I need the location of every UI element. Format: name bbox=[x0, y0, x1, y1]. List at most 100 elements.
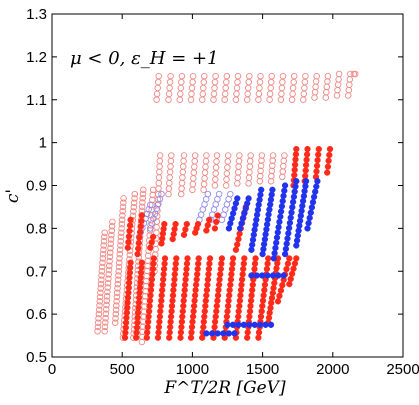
data-point-filled-blue bbox=[293, 178, 300, 185]
data-point-filled-red bbox=[325, 157, 332, 164]
data-point-open-red bbox=[267, 84, 274, 92]
data-point-open-red bbox=[95, 306, 103, 314]
data-point-filled-red bbox=[145, 318, 152, 325]
data-point-filled-red bbox=[149, 271, 156, 278]
data-point-open-red bbox=[201, 169, 209, 176]
data-point-filled-red bbox=[167, 323, 174, 331]
data-point-open-red bbox=[147, 211, 155, 219]
data-point-filled-red bbox=[188, 329, 195, 336]
data-point-filled-red bbox=[314, 157, 321, 164]
x-axis-label: F^T/2R [GeV] bbox=[163, 378, 286, 398]
data-point-open-red bbox=[344, 92, 352, 99]
data-point-open-red bbox=[198, 96, 206, 103]
data-point-filled-red bbox=[261, 286, 268, 294]
data-point-open-red bbox=[105, 275, 112, 283]
data-point-filled-red bbox=[127, 216, 134, 223]
data-point-filled-red bbox=[247, 302, 254, 310]
data-point-open-red bbox=[223, 72, 231, 80]
data-point-open-red bbox=[334, 86, 341, 94]
data-point-filled-red bbox=[168, 308, 175, 315]
data-point-open-red bbox=[234, 174, 241, 182]
data-point-open-red bbox=[155, 185, 162, 192]
data-point-filled-red bbox=[190, 308, 197, 315]
data-point-filled-red bbox=[148, 276, 156, 283]
data-point-filled-blue bbox=[225, 330, 233, 337]
data-point-open-red bbox=[323, 88, 330, 96]
data-point-filled-red bbox=[290, 265, 297, 272]
data-point-filled-red bbox=[127, 259, 134, 266]
x-tick-label: 2000 bbox=[316, 361, 349, 378]
data-point-open-red bbox=[106, 249, 114, 256]
data-point-open-red bbox=[112, 310, 120, 318]
data-point-filled-red bbox=[259, 302, 266, 310]
data-point-filled-red bbox=[204, 281, 211, 288]
data-point-filled-red bbox=[223, 313, 231, 320]
data-point-filled-red bbox=[168, 302, 176, 310]
data-point-filled-red bbox=[150, 255, 157, 262]
data-point-filled-red bbox=[206, 216, 213, 223]
y-tick-label: 0.8 bbox=[26, 220, 47, 237]
data-point-open-red bbox=[112, 306, 120, 314]
data-point-filled-red bbox=[161, 255, 169, 262]
data-point-open-red bbox=[118, 225, 125, 232]
data-point-filled-red bbox=[182, 226, 189, 233]
data-point-filled-red bbox=[324, 169, 331, 176]
data-point-open-red bbox=[106, 258, 113, 265]
data-point-open-red bbox=[211, 182, 219, 189]
data-point-open-red bbox=[156, 152, 164, 159]
data-point-filled-red bbox=[138, 259, 146, 266]
data-point-filled-red bbox=[166, 334, 173, 341]
data-point-filled-blue bbox=[281, 250, 289, 258]
data-point-filled-red bbox=[171, 271, 178, 278]
data-point-open-red bbox=[277, 96, 285, 103]
data-point-filled-red bbox=[156, 313, 164, 320]
data-point-open-red bbox=[139, 190, 147, 198]
data-point-filled-red bbox=[315, 145, 322, 153]
data-point-filled-red bbox=[167, 318, 174, 325]
data-point-open-red bbox=[120, 195, 127, 202]
data-point-open-red bbox=[190, 175, 197, 182]
data-point-filled-red bbox=[277, 287, 285, 294]
data-point-filled-red bbox=[292, 151, 300, 158]
data-point-filled-blue bbox=[282, 245, 290, 253]
data-point-filled-red bbox=[154, 334, 162, 341]
data-point-filled-red bbox=[255, 334, 262, 341]
data-point-open-red bbox=[300, 90, 308, 98]
data-point-open-red bbox=[223, 170, 231, 177]
y-tick-label: 1 bbox=[39, 135, 47, 152]
data-point-open-red bbox=[268, 167, 276, 175]
data-point-open-red bbox=[165, 190, 172, 198]
data-point-open-red bbox=[126, 251, 134, 259]
data-point-filled-red bbox=[252, 255, 259, 262]
data-point-filled-red bbox=[205, 265, 213, 273]
data-point-filled-red bbox=[249, 286, 256, 294]
data-point-open-red bbox=[221, 96, 228, 103]
data-point-filled-blue bbox=[280, 192, 287, 200]
data-point-open-red bbox=[311, 88, 319, 96]
data-point-open-red bbox=[191, 157, 198, 165]
data-point-open-red bbox=[189, 186, 196, 194]
data-point-filled-blue bbox=[208, 330, 216, 337]
data-point-filled-red bbox=[170, 286, 177, 294]
data-point-filled-red bbox=[259, 297, 267, 304]
data-point-filled-red bbox=[125, 238, 132, 246]
data-point-open-red bbox=[234, 180, 241, 187]
data-point-filled-red bbox=[126, 222, 134, 229]
data-point-open-red bbox=[138, 338, 146, 346]
data-point-open-red bbox=[234, 78, 241, 86]
data-point-open-red bbox=[153, 96, 160, 103]
data-point-filled-red bbox=[291, 166, 298, 174]
data-point-filled-red bbox=[171, 276, 178, 283]
data-point-filled-red bbox=[160, 271, 167, 278]
x-tick-label: 500 bbox=[110, 361, 135, 378]
data-point-filled-red bbox=[124, 244, 131, 251]
y-axis-label: c' bbox=[3, 189, 23, 203]
data-point-open-blue bbox=[227, 190, 234, 198]
data-point-open-red bbox=[109, 218, 116, 226]
data-point-open-red bbox=[278, 84, 286, 92]
data-point-open-red bbox=[177, 190, 185, 198]
data-point-filled-red bbox=[194, 271, 201, 278]
data-point-open-red bbox=[165, 185, 173, 192]
data-point-open-red bbox=[201, 175, 208, 182]
data-point-open-red bbox=[102, 319, 109, 326]
